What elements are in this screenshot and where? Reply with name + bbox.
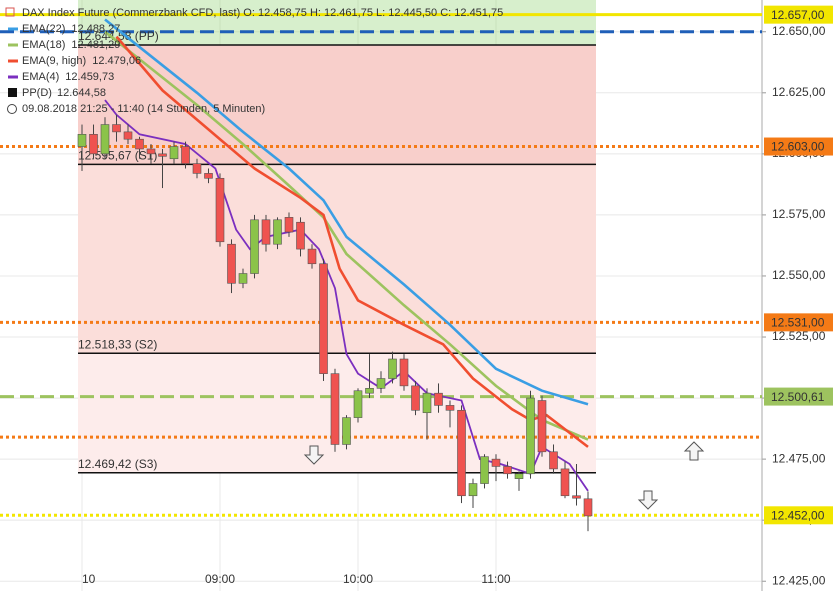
ema-line (115, 35, 589, 448)
candle-body (319, 263, 328, 374)
legend-name: EMA(9, high) (22, 55, 86, 67)
candle-body (181, 146, 190, 164)
candle-body (273, 219, 282, 245)
chart-subtitle: 09.08.2018 21:25 - 11:40 (14 Stunden, 5 … (22, 103, 265, 115)
signal-arrow (683, 441, 705, 461)
candle-body (365, 388, 374, 394)
legend-name: EMA(18) (22, 39, 65, 51)
y-tick-label: 12.650,00 (772, 24, 826, 38)
zone (78, 0, 596, 45)
x-tick-label: 10 (82, 572, 96, 586)
legend-name: EMA(22) (22, 23, 65, 35)
level-label: 12.603,00 (771, 140, 825, 154)
x-tick-label: 10:00 (343, 572, 373, 586)
pivot-label: 12.595,67 (S1) (78, 149, 157, 163)
clock-icon (7, 104, 17, 114)
candle-body (100, 124, 110, 155)
level-label: 12.531,00 (771, 316, 825, 330)
legend-label: EMA(9, high) 12.479,06 (22, 55, 141, 67)
candle-body (353, 390, 363, 418)
zone (78, 44, 596, 165)
candle-body (422, 392, 432, 414)
candle-body (411, 385, 420, 411)
legend: DAX Index Future (Commerzbank CFD, last)… (5, 7, 503, 115)
candle-body (158, 153, 167, 157)
level-label: 12.500,61 (771, 390, 825, 404)
candle-body (169, 146, 179, 160)
candle-body (342, 417, 351, 445)
level-label-box (764, 5, 833, 24)
legend-label: EMA(4) 12.459,73 (22, 71, 114, 83)
legend-name: EMA(4) (22, 71, 59, 83)
candle-body (503, 466, 512, 475)
candle-body (135, 138, 144, 150)
candle-body (376, 378, 386, 389)
pivot-label: 12.469,42 (S3) (78, 457, 157, 471)
candle-body (204, 173, 213, 179)
level-label-box (764, 506, 833, 525)
x-tick-label: 11:00 (481, 572, 510, 586)
legend-label: PP(D) (22, 87, 52, 99)
candle-body (296, 221, 305, 250)
candle-body (434, 392, 443, 406)
candle-body (445, 405, 455, 411)
level-label: 12.452,00 (771, 508, 825, 522)
candle-body (261, 219, 271, 245)
candle-body (112, 124, 121, 133)
y-tick-label: 12.575,00 (772, 207, 826, 221)
level-label: 12.657,00 (771, 8, 825, 22)
y-tick-label: 12.425,00 (772, 573, 826, 587)
level-label-box (764, 387, 833, 406)
candle-body (238, 273, 248, 284)
candle-body (215, 177, 225, 243)
candle-body (307, 248, 317, 265)
legend-value: 12.481,29 (71, 39, 120, 51)
legend-value: 12.644,58 (57, 87, 106, 99)
candle-body (514, 473, 524, 479)
candle-body (192, 163, 202, 174)
ema-line (104, 30, 589, 441)
legend-label: EMA(18) 12.481,29 (22, 39, 120, 51)
candle-body (284, 217, 294, 233)
signal-arrow (637, 490, 659, 510)
y-tick-label: 12.625,00 (772, 85, 826, 99)
legend-value: 12.488,27 (71, 23, 120, 35)
pivot-label: 12.644,58 (PP) (78, 29, 159, 43)
y-tick-label: 12.525,00 (772, 329, 826, 343)
legend-value: 12.459,73 (65, 71, 114, 83)
candle-body (572, 495, 581, 499)
candle-body (480, 456, 489, 484)
y-tick-label: 12.475,00 (772, 451, 826, 465)
candle-body (583, 498, 593, 517)
signal-arrow (303, 445, 325, 465)
x-tick-label: 09:00 (205, 572, 235, 586)
candle-body (526, 397, 535, 475)
pivot-label: 12.518,33 (S2) (78, 337, 157, 351)
ema-line (104, 18, 589, 406)
legend-swatch (8, 88, 17, 97)
candle-body (123, 131, 133, 140)
candle-body (549, 451, 558, 470)
candle-body (399, 358, 409, 387)
candle-body (77, 134, 87, 147)
legend-icon (5, 7, 15, 17)
candle-body (146, 148, 156, 155)
legend-value: 12.479,06 (92, 55, 141, 67)
legend-label: EMA(22) 12.488,27 (22, 23, 120, 35)
candle-body (457, 409, 466, 497)
candle-body (491, 458, 501, 467)
candle-body (560, 468, 570, 497)
candle-body (330, 373, 340, 445)
candle-body (468, 483, 478, 497)
candle-body (250, 219, 259, 274)
candle-body (89, 134, 98, 155)
candle-body (537, 400, 547, 453)
level-label-box (764, 313, 833, 332)
candle-body (388, 358, 397, 379)
candle-body (227, 243, 236, 284)
level-label-box (764, 137, 833, 156)
chart-title: DAX Index Future (Commerzbank CFD, last)… (22, 7, 503, 19)
y-tick-label: 12.550,00 (772, 268, 826, 282)
